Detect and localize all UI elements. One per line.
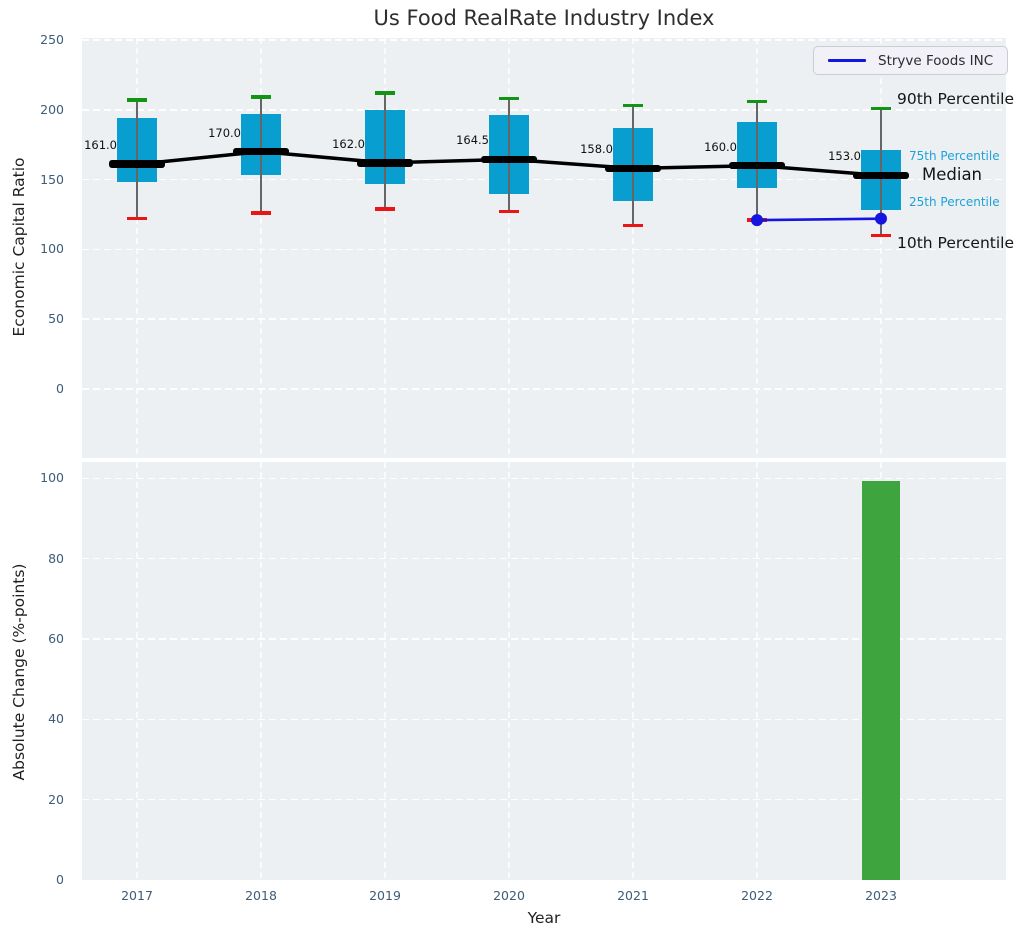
cap-90th-percentile [499,96,519,101]
change-bar [862,481,900,880]
cap-10th-percentile [375,207,395,211]
stryve-foods-point [875,212,887,225]
cap-90th-percentile [747,99,767,104]
median-value-label: 170.0 [208,125,241,140]
median-marker [853,171,909,180]
median-value-label: 161.0 [84,138,117,153]
whisker-line [384,93,386,209]
gridline-h [82,318,1006,320]
cap-10th-percentile [127,216,147,221]
legend-label: Stryve Foods INC [878,52,994,69]
top-y-tick-label: 200 [40,101,64,117]
annotation-10th-percentile: 10th Percentile [897,234,1015,252]
x-tick-label: 2020 [493,888,525,903]
gridline-v [508,462,510,880]
bottom-y-tick-label: 100 [40,470,64,486]
gridline-v [260,462,262,880]
gridline-h [82,39,1006,41]
legend: Stryve Foods INC [813,46,1009,75]
stryve-foods-point [751,214,763,227]
annotation-25th-percentile: 25th Percentile [909,195,1000,209]
median-marker [729,161,785,170]
top-axes-boxplot: Stryve Foods INC 90th Percentile 75th Pe… [82,38,1014,458]
x-tick-label: 2021 [617,888,649,903]
chart-title: Us Food RealRate Industry Index [373,6,715,30]
gridline-v [384,462,386,880]
cap-10th-percentile [623,223,643,228]
x-tick-label: 2019 [369,888,401,903]
gridline-v [756,38,758,458]
whisker-line [756,101,758,221]
bottom-y-tick-label: 60 [48,630,64,646]
annotation-90th-percentile: 90th Percentile [897,90,1015,108]
top-y-tick-label: 250 [40,31,64,47]
median-marker [109,160,165,168]
top-y-tick-label: 0 [56,381,64,397]
gridline-h [82,718,1006,721]
top-y-tick-label: 100 [40,241,64,257]
whisker-line [260,97,262,214]
median-value-label: 164.5 [456,133,489,148]
legend-line-sample [828,59,866,62]
median-marker [481,155,537,164]
gridline-v [508,38,510,458]
cap-10th-percentile [499,209,519,214]
bottom-y-tick-label: 40 [48,711,64,727]
gridline-h [82,248,1006,251]
cap-90th-percentile [623,103,643,108]
cap-90th-percentile [375,91,395,95]
cap-10th-percentile [871,233,891,238]
gridline-v [880,38,882,458]
top-axes-overlay [136,149,887,227]
annotation-75th-percentile: 75th Percentile [909,149,1000,163]
whisker-line [136,99,138,219]
gridline-v [632,462,634,880]
gridline-h [82,557,1006,560]
median-value-label: 158.0 [580,142,613,157]
annotation-median: Median [922,165,983,184]
bottom-axes-bar [82,462,1006,880]
gridline-v [632,38,634,458]
stryve-foods-line [756,217,882,222]
median-value-label: 153.0 [828,149,861,164]
median-marker [233,147,289,156]
x-tick-label: 2017 [121,888,153,903]
x-tick-label: 2018 [245,888,277,903]
gridline-h [82,109,1006,111]
bottom-y-tick-label: 80 [48,550,64,566]
gridline-v [136,38,138,458]
bottom-y-axis-label: Absolute Change (%-points) [10,563,28,781]
cap-10th-percentile [251,211,271,215]
gridline-v [384,38,386,458]
cap-90th-percentile [127,98,147,102]
x-tick-label: 2023 [865,888,897,903]
gridline-v [756,462,758,880]
gridline-h [82,638,1006,640]
bottom-y-tick-label: 0 [56,872,64,887]
gridline-h [82,178,1006,181]
gridline-h [82,388,1006,390]
x-axis-label: Year [527,909,561,927]
median-value-label: 162.0 [332,136,365,151]
gridline-v [136,462,138,880]
cap-90th-percentile [251,95,271,99]
median-value-label: 160.0 [704,139,737,154]
bottom-y-tick-label: 20 [48,791,64,807]
x-tick-label: 2022 [741,888,773,903]
gridline-h [82,477,1006,480]
median-marker [357,159,413,167]
median-marker [605,164,661,173]
cap-90th-percentile [871,106,891,111]
whisker-line [508,98,510,212]
gridline-v [260,38,262,458]
top-y-tick-label: 50 [48,311,64,327]
top-y-tick-label: 150 [40,171,64,187]
gridline-h [82,798,1006,801]
